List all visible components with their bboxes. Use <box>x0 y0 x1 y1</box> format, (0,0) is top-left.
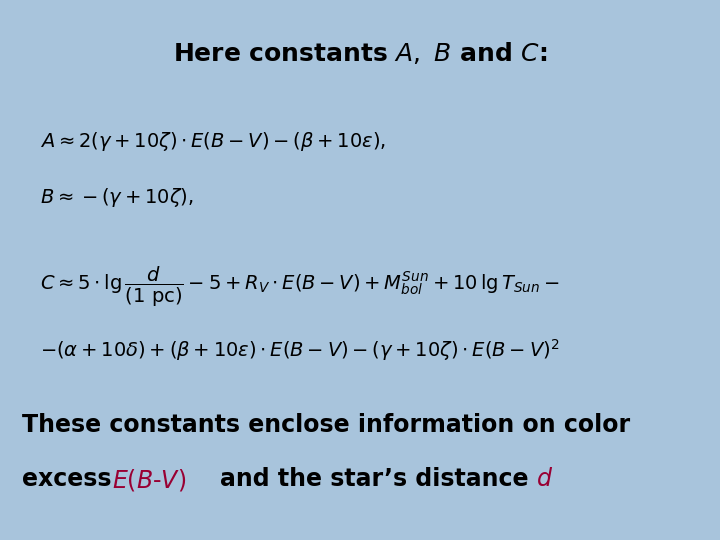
Text: $\mathit{d}$: $\mathit{d}$ <box>536 467 554 491</box>
Text: $C \approx 5\cdot \mathrm{lg}\,\dfrac{d}{\mathrm{(1\ pc)}}-5+R_V\cdot E(B-V)+M_{: $C \approx 5\cdot \mathrm{lg}\,\dfrac{d}… <box>40 265 559 309</box>
Text: Here constants $A,\ B$ and $C$:: Here constants $A,\ B$ and $C$: <box>173 40 547 66</box>
Text: and the star’s distance: and the star’s distance <box>220 467 528 491</box>
Text: These constants enclose information on color: These constants enclose information on c… <box>22 413 630 437</box>
Text: $B \approx -(\gamma +10\zeta ),$: $B \approx -(\gamma +10\zeta ),$ <box>40 186 193 210</box>
Text: $A \approx 2(\gamma +10\zeta )\cdot E(B-V)-(\beta +10\varepsilon ),$: $A \approx 2(\gamma +10\zeta )\cdot E(B-… <box>40 130 385 153</box>
Text: excess: excess <box>22 467 120 491</box>
Text: $\mathit{E(B\text{-}V)}$: $\mathit{E(B\text{-}V)}$ <box>112 467 186 493</box>
Text: $-(\alpha +10\delta )+(\beta +10\varepsilon )\cdot E(B-V)-(\gamma +10\zeta )\cdo: $-(\alpha +10\delta )+(\beta +10\varepsi… <box>40 338 559 363</box>
